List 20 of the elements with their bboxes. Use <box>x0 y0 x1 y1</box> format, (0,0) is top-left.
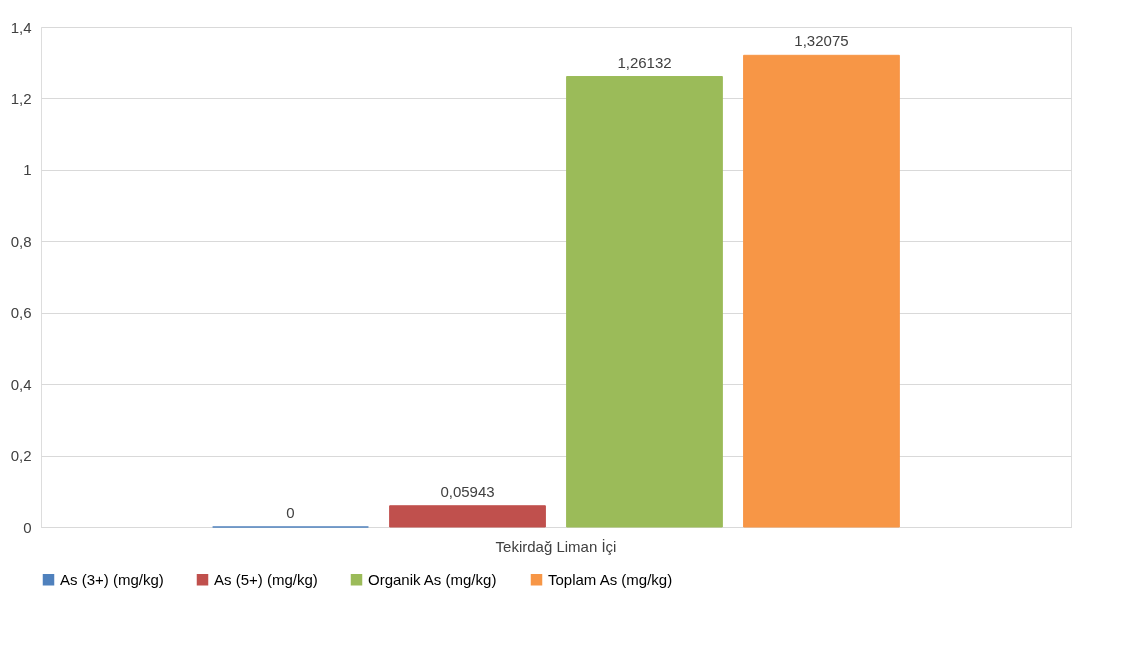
y-tick-label: 0 <box>23 518 32 536</box>
y-tick-label: 0,8 <box>10 232 32 250</box>
data-label: 1,32075 <box>794 32 849 50</box>
y-tick-label: 0,2 <box>10 447 32 465</box>
x-tick-label: Tekirdağ Liman İçi <box>495 537 617 555</box>
y-tick-label: 0,4 <box>10 375 32 393</box>
data-label: 1,26132 <box>617 53 672 71</box>
legend-label: Organik As (mg/kg) <box>368 570 497 588</box>
legend-label: Toplam As (mg/kg) <box>548 570 673 588</box>
legend-label: As (3+) (mg/kg) <box>60 570 164 588</box>
data-label: 0,05943 <box>440 482 495 500</box>
y-tick-label: 1,4 <box>10 18 32 36</box>
data-label: 0 <box>286 504 295 521</box>
y-tick-label: 0,6 <box>10 304 32 322</box>
bar <box>389 505 546 528</box>
y-tick-label: 1 <box>23 161 32 179</box>
bar <box>566 76 723 528</box>
legend-label: As (5+) (mg/kg) <box>214 570 318 588</box>
y-tick-label: 1,2 <box>10 89 32 107</box>
bar <box>743 54 900 528</box>
